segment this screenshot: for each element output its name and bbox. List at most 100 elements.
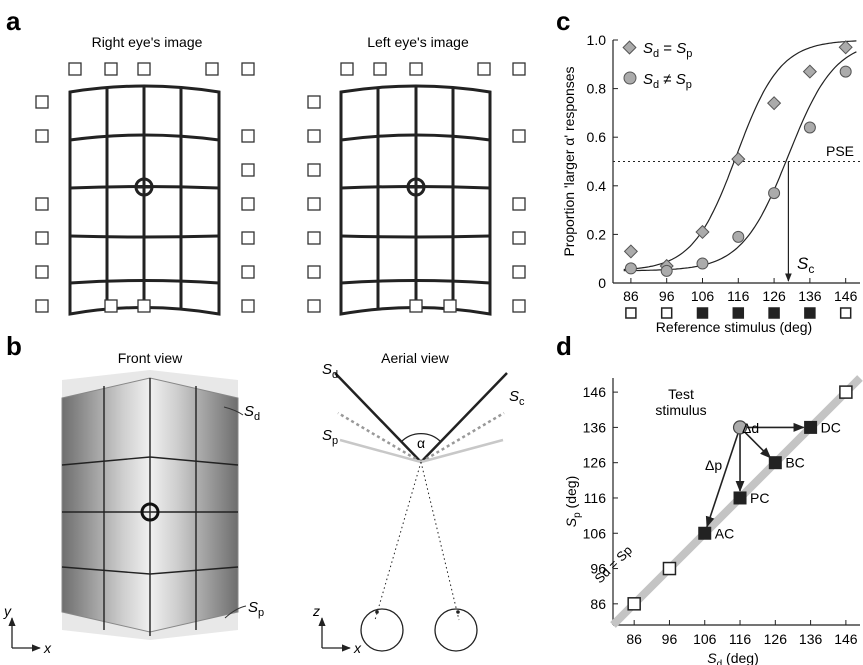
y-tick-label: 0.6 [587, 129, 607, 145]
x-tick-label: 106 [693, 631, 717, 647]
arrow-to-AC [705, 433, 739, 528]
stimulus-marker-open [839, 307, 852, 319]
conflict-square-PC [733, 491, 747, 505]
x-tick-label: 126 [762, 288, 786, 304]
x-tick-label: 136 [799, 631, 823, 647]
y-tick-label: 0 [598, 275, 606, 291]
panel-d: d 86 96 106 116 126 136 146 86 96 106 116 126 136 146… [556, 331, 863, 665]
sc-line-right [420, 411, 505, 464]
right-eye-icon [434, 608, 478, 652]
x-tick-label: 106 [691, 288, 715, 304]
cue-consistent-square [662, 561, 677, 576]
axis-z-label: z [312, 603, 320, 619]
data-point-circle [660, 264, 673, 277]
y-tick-label: 96 [590, 561, 606, 577]
stimulus-marker-open [660, 307, 673, 319]
x-tick-label: 86 [623, 288, 639, 304]
data-point-circle [624, 262, 637, 275]
panel-d-letter: d [556, 331, 572, 361]
stimulus-marker-filled [768, 307, 780, 319]
conflict-label-BC: BC [785, 455, 804, 471]
sc-line-left [337, 411, 422, 464]
panel-b-letter: b [6, 331, 22, 361]
sp-line-left [339, 438, 422, 464]
sd-leader-line [223, 406, 244, 416]
peripheral-squares [35, 62, 526, 313]
data-point-diamond [695, 224, 710, 240]
panel-c-stimulus-markers [625, 307, 852, 319]
right-eye-title: Right eye's image [92, 34, 203, 50]
panel-c-axes: 0 0.2 0.4 0.6 0.8 1.0 86 96 106 116 126 136 146 Refer… [561, 32, 860, 335]
aerial-sp-label: Sp [322, 427, 338, 447]
data-point-diamond [623, 244, 638, 259]
left-eye-icon [360, 608, 404, 652]
y-tick-label: 0.4 [587, 178, 607, 194]
y-tick-label: 116 [584, 490, 607, 506]
data-point-diamond [731, 151, 746, 167]
right-eye-grid [68, 84, 221, 316]
panel-c-legend: Sd = Sp Sd ≠ Sp [622, 40, 692, 91]
stimulus-marker-open [625, 307, 637, 319]
delta-p-label: Δp [705, 457, 722, 473]
panel-b: b Front view Aerial view Sd Sp y [3, 331, 525, 656]
x-tick-label: 116 [729, 631, 752, 647]
data-point-diamond [802, 64, 817, 79]
y-tick-label: 0.2 [587, 226, 607, 242]
y-tick-label: 86 [590, 596, 606, 612]
aerial-view-diagram [334, 372, 508, 652]
data-point-diamond [767, 96, 782, 111]
sightline-left [374, 461, 422, 621]
data-point-diamond [838, 40, 853, 55]
sightline-right [420, 461, 460, 621]
front-sp-label: Sp [248, 599, 264, 619]
y-axis-label: Sp (deg) [563, 476, 583, 527]
panel-d-content: DC BC PC AC [610, 375, 863, 628]
y-tick-label: 126 [583, 455, 607, 471]
x-tick-label: 116 [727, 288, 750, 304]
aerial-view-title: Aerial view [381, 350, 450, 366]
panel-a: a Right eye's image Left eye's image [6, 6, 526, 316]
front-view-title: Front view [118, 350, 183, 366]
arrow-to-BC [744, 431, 772, 459]
y-tick-label: 0.8 [587, 81, 607, 97]
aerial-sc-label: Sc [509, 388, 525, 408]
sc-label: Sc [797, 254, 814, 276]
conflict-square-AC [698, 526, 712, 540]
delta-d-label: Δd [742, 420, 759, 436]
sd-line-left [334, 372, 422, 463]
sp-line-right [420, 438, 504, 464]
panel-c-points [623, 40, 853, 277]
panel-a-letter: a [6, 6, 21, 36]
axis-x-label: x [43, 640, 52, 656]
panel-c: c 0 0.2 0.4 0.6 0.8 1.0 86 96 106 116 126 136 146 Ref… [556, 6, 860, 335]
axis-x-label: x [353, 640, 362, 656]
x-tick-label: 96 [662, 631, 678, 647]
x-tick-label: 86 [626, 631, 642, 647]
legend-diamond-marker [622, 40, 637, 55]
fixation-circle [140, 502, 160, 522]
x-tick-label: 126 [764, 631, 788, 647]
stimulus-marker-filled [804, 307, 816, 319]
y-tick-label: 136 [583, 419, 607, 435]
conflict-square-DC [804, 420, 818, 434]
left-eye-title: Left eye's image [367, 34, 469, 50]
alpha-arc [400, 433, 442, 443]
aerial-sd-label: Sd [322, 361, 338, 381]
data-point-circle [768, 187, 781, 200]
y-tick-label: 106 [583, 525, 607, 541]
front-axes [8, 617, 41, 652]
legend-entry-2: Sd ≠ Sp [643, 71, 692, 91]
aerial-axes [318, 617, 351, 652]
data-point-circle [732, 230, 745, 243]
y-tick-label: 1.0 [587, 32, 607, 48]
y-tick-label: 146 [583, 384, 607, 400]
cue-consistent-square [627, 597, 641, 611]
conflict-label-PC: PC [750, 490, 769, 506]
x-axis-label: Sd (deg) [707, 650, 758, 665]
y-axis-label: Proportion 'larger α' responses [561, 66, 577, 256]
x-tick-label: 146 [834, 631, 858, 647]
left-eye-grid [339, 84, 492, 316]
alpha-label: α [417, 435, 425, 451]
x-tick-label: 96 [659, 288, 675, 304]
